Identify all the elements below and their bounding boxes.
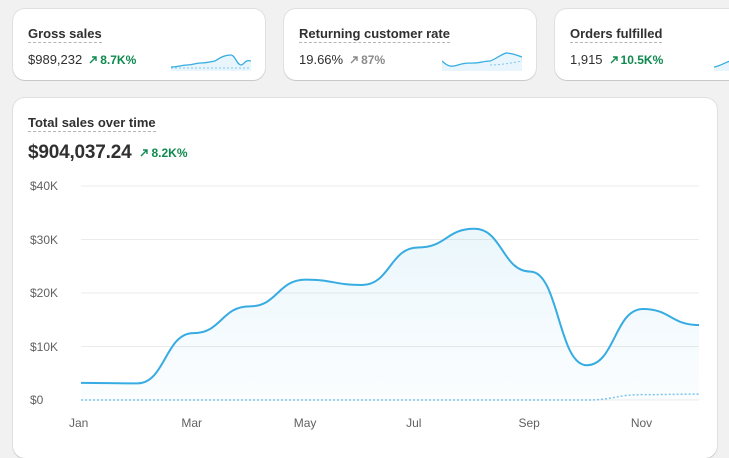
orders-fulfilled-delta-text: 10.5K% — [620, 52, 664, 67]
trend-up-arrow-icon — [350, 55, 358, 63]
returning-customer-rate-row: 19.66% 87% — [299, 52, 385, 67]
x-axis-tick-label: Mar — [181, 416, 203, 430]
total-sales-chart-card: Total sales over time $904,037.24 8.2K% … — [13, 98, 717, 458]
trend-up-arrow-icon — [140, 149, 149, 157]
sales-data-point[interactable] — [414, 244, 422, 252]
orders-fulfilled-delta: 10.5K% — [610, 52, 664, 67]
x-axis-tick-label: Jul — [406, 416, 422, 430]
orders-fulfilled-value: 1,915 — [570, 52, 603, 67]
y-axis-tick-label: $30K — [30, 232, 59, 247]
trend-up-arrow-icon — [610, 55, 618, 63]
orders-fulfilled-title[interactable]: Orders fulfilled — [570, 26, 663, 43]
orders-fulfilled-row: 1,915 10.5K% — [570, 52, 663, 67]
sales-data-point[interactable] — [358, 281, 366, 289]
gross-sales-delta: 8.7K% — [89, 53, 136, 67]
sales-data-point[interactable] — [470, 225, 478, 233]
returning-customer-rate-sparkline — [442, 52, 522, 71]
x-axis-tick-label: Nov — [630, 416, 653, 430]
trend-up-arrow-icon — [89, 55, 97, 63]
total-sales-delta: 8.2K% — [140, 146, 188, 160]
y-axis-tick-label: $20K — [30, 286, 59, 300]
sales-data-point[interactable] — [302, 276, 310, 284]
x-axis-tick-label: May — [293, 416, 317, 430]
returning-customer-rate-card[interactable]: Returning customer rate 19.66% 87% — [284, 9, 536, 80]
gross-sales-delta-text: 8.7K% — [100, 52, 137, 67]
y-axis-tick-label: $40K — [30, 179, 59, 193]
gross-sales-sparkline — [171, 54, 251, 71]
sales-data-point[interactable] — [77, 379, 85, 387]
y-axis-tick-label: $10K — [30, 339, 59, 354]
returning-customer-rate-value: 19.66% — [299, 52, 344, 67]
total-sales-value: $904,037.24 — [28, 142, 132, 163]
sales-area-fill — [81, 228, 699, 400]
returning-customer-rate-delta-text: 87% — [361, 52, 386, 67]
total-sales-title[interactable]: Total sales over time — [28, 115, 156, 132]
sales-line[interactable] — [80, 227, 700, 385]
orders-fulfilled-sparkline — [714, 60, 729, 71]
gross-sales-card[interactable]: Gross sales $989,232 8.7K% — [13, 9, 265, 80]
sales-data-point[interactable] — [189, 329, 197, 337]
gross-sales-value: $989,232 — [28, 52, 83, 67]
sales-data-point[interactable] — [133, 379, 141, 387]
y-axis-tick-label: $0 — [30, 393, 44, 407]
sales-data-point[interactable] — [246, 302, 254, 310]
gross-sales-row: $989,232 8.7K% — [28, 52, 136, 67]
sales-data-point[interactable] — [526, 268, 534, 276]
gross-sales-title[interactable]: Gross sales — [28, 26, 102, 43]
x-axis-tick-label: Jan — [69, 416, 89, 430]
total-sales-summary: $904,037.24 8.2K% — [28, 142, 188, 164]
returning-customer-rate-delta: 87% — [350, 53, 385, 67]
total-sales-line-chart[interactable] — [13, 98, 717, 441]
total-sales-delta-text: 8.2K% — [151, 146, 188, 160]
x-axis-tick-label: Sep — [518, 416, 540, 430]
sales-data-point[interactable] — [639, 305, 647, 313]
sales-data-point[interactable] — [583, 361, 591, 369]
sales-data-point[interactable] — [695, 321, 703, 329]
orders-fulfilled-card[interactable]: Orders fulfilled 1,915 10.5K% — [555, 9, 729, 80]
returning-customer-rate-title[interactable]: Returning customer rate — [299, 26, 450, 43]
